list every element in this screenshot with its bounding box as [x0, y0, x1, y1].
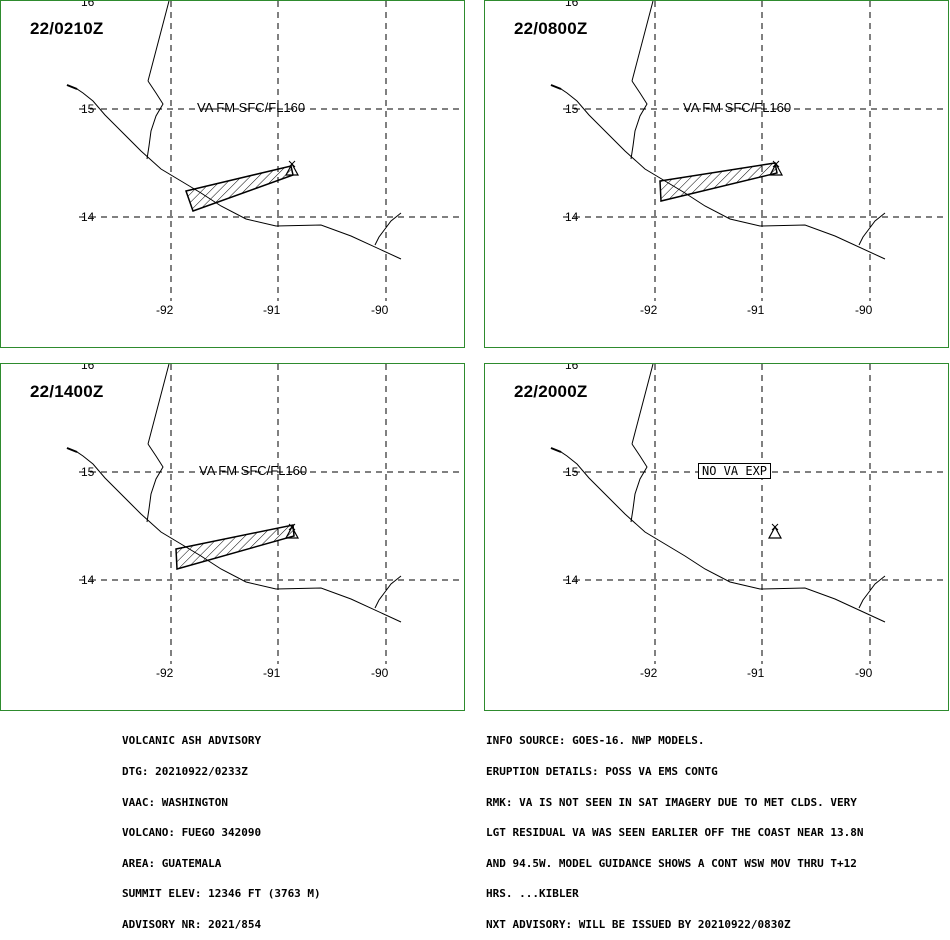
lon-label-90: -90 [371, 303, 389, 317]
map-0800z [550, 1, 948, 301]
ash-altitude-label: VA FM SFC/FL160 [199, 463, 308, 478]
volcano-icon [288, 523, 296, 531]
lat-label-15: 15 [81, 465, 95, 479]
volcano-icon [767, 525, 783, 539]
lat-label-15: 15 [565, 465, 579, 479]
lat-label-14: 14 [81, 573, 95, 587]
map-2000z [550, 364, 948, 664]
advisory-line: VOLCANIC ASH ADVISORY [122, 734, 262, 748]
map-1400z [66, 364, 464, 664]
ash-altitude-label: VA FM SFC/FL160 [197, 100, 306, 115]
volcano-icon [768, 162, 784, 176]
lon-label-90: -90 [371, 666, 389, 680]
border-line [631, 1, 654, 82]
map-0210z [66, 1, 464, 301]
coastline [550, 84, 562, 90]
advisory-line: AREA: GUATEMALA [122, 856, 222, 870]
lat-label-16: 16 [565, 363, 579, 372]
forecast-panel-0210z: 22/0210Z 16 15 14 -92 -91 -90 VA FM SFC/… [0, 0, 465, 348]
panel-time-label: 22/1400Z [30, 382, 104, 401]
volcano-icon [284, 525, 300, 539]
advisory-line: LGT RESIDUAL VA WAS SEEN EARLIER OFF THE… [486, 826, 864, 840]
border-line [858, 212, 886, 246]
lon-label-92: -92 [156, 666, 174, 680]
lat-label-15: 15 [565, 102, 579, 116]
advisory-line: VOLCANO: FUEGO 342090 [122, 826, 262, 840]
border-line [374, 212, 402, 246]
forecast-panel-0800z: 22/0800Z 16 15 14 -92 -91 -90 VA FM SFC/… [484, 0, 949, 348]
advisory-header-block: VOLCANIC ASH ADVISORY DTG: 20210922/0233… [122, 716, 321, 940]
volcano-icon [771, 523, 779, 531]
lon-label-91: -91 [263, 303, 281, 317]
ash-altitude-label: VA FM SFC/FL160 [683, 100, 792, 115]
border-line [858, 575, 886, 609]
coastline [550, 84, 886, 260]
border-line [146, 80, 164, 160]
advisory-line: DTG: 20210922/0233Z [122, 765, 248, 779]
lon-label-91: -91 [747, 303, 765, 317]
lat-label-14: 14 [81, 210, 95, 224]
volcano-icon [284, 162, 300, 176]
advisory-line: AND 94.5W. MODEL GUIDANCE SHOWS A CONT W… [486, 856, 857, 870]
border-line [630, 80, 648, 160]
border-line [147, 1, 170, 82]
lat-label-14: 14 [565, 573, 579, 587]
lat-label-16: 16 [81, 0, 95, 9]
coastline [66, 84, 78, 90]
advisory-line: ERUPTION DETAILS: POSS VA EMS CONTG [486, 765, 718, 779]
lon-label-91: -91 [263, 666, 281, 680]
advisory-line: INFO SOURCE: GOES-16. NWP MODELS. [486, 734, 705, 748]
ash-cloud-polygon [175, 524, 295, 570]
lon-label-92: -92 [640, 666, 658, 680]
advisory-details-block: INFO SOURCE: GOES-16. NWP MODELS. ERUPTI… [486, 716, 864, 940]
border-line [631, 364, 654, 445]
coastline [550, 447, 562, 453]
advisory-line: RMK: VA IS NOT SEEN IN SAT IMAGERY DUE T… [486, 795, 857, 809]
lon-label-92: -92 [156, 303, 174, 317]
advisory-line: HRS. ...KIBLER [486, 887, 579, 901]
coastline [550, 447, 886, 623]
advisory-line: SUMMIT ELEV: 12346 FT (3763 M) [122, 887, 321, 901]
forecast-panel-1400z: 22/1400Z 16 15 14 -92 -91 -90 VA FM SFC/… [0, 363, 465, 711]
lat-label-15: 15 [81, 102, 95, 116]
border-line [146, 443, 164, 523]
lon-label-92: -92 [640, 303, 658, 317]
lat-label-14: 14 [565, 210, 579, 224]
lon-label-90: -90 [855, 303, 873, 317]
panel-time-label: 22/2000Z [514, 382, 588, 401]
coastline [66, 84, 402, 260]
panel-time-label: 22/0210Z [30, 19, 104, 38]
forecast-panel-2000z: 22/2000Z 16 15 14 -92 -91 -90 NO VA EXP [484, 363, 949, 711]
advisory-line: ADVISORY NR: 2021/854 [122, 918, 262, 932]
volcano-icon [288, 160, 296, 168]
panel-time-label: 22/0800Z [514, 19, 588, 38]
no-ash-expected-label: NO VA EXP [698, 463, 772, 479]
border-line [630, 443, 648, 523]
border-line [147, 364, 170, 445]
advisory-line: NXT ADVISORY: WILL BE ISSUED BY 20210922… [486, 918, 791, 932]
advisory-line: VAAC: WASHINGTON [122, 795, 228, 809]
coastline [66, 447, 402, 623]
lon-label-90: -90 [855, 666, 873, 680]
lat-label-16: 16 [81, 363, 95, 372]
volcano-icon [772, 160, 780, 168]
ash-cloud-polygon [185, 165, 294, 212]
coastline [66, 447, 78, 453]
ash-cloud-polygon [659, 162, 778, 202]
lon-label-91: -91 [747, 666, 765, 680]
border-line [374, 575, 402, 609]
lat-label-16: 16 [565, 0, 579, 9]
